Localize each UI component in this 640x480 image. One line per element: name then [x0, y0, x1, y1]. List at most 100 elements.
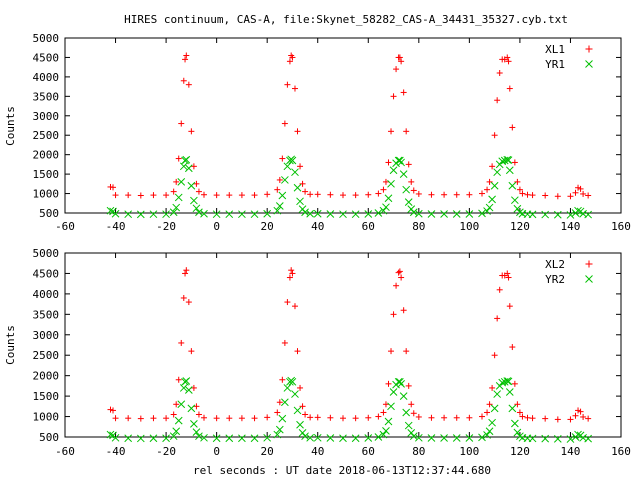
data-point — [294, 348, 301, 355]
data-point — [400, 89, 407, 96]
data-point — [238, 415, 245, 422]
data-point — [566, 435, 575, 443]
data-point — [365, 414, 372, 421]
data-point — [279, 155, 286, 162]
data-point — [479, 413, 485, 420]
data-point — [511, 419, 519, 428]
data-point — [585, 415, 592, 422]
data-point — [409, 208, 418, 217]
data-point — [163, 415, 170, 422]
data-point — [389, 166, 398, 175]
data-point — [314, 414, 321, 421]
x-tick-label: 140 — [561, 220, 581, 233]
data-point — [403, 348, 410, 355]
x-tick-label: 140 — [561, 445, 581, 458]
data-point — [313, 433, 322, 442]
data-point — [175, 155, 182, 162]
data-point — [397, 158, 405, 167]
data-point — [289, 270, 296, 277]
data-point — [283, 162, 292, 171]
data-point — [390, 311, 397, 318]
data-point — [301, 208, 309, 217]
data-point — [212, 434, 221, 443]
x-tick-label: 20 — [261, 445, 274, 458]
data-point — [399, 170, 408, 178]
series-xl2 — [107, 267, 592, 423]
legend-label: XL1 — [545, 43, 565, 56]
data-point — [293, 406, 302, 415]
data-point — [195, 208, 203, 217]
x-axis-label: rel seconds : UT date 2018-06-13T12:37:4… — [193, 464, 491, 477]
data-point — [491, 352, 498, 359]
data-point — [402, 408, 411, 417]
data-point — [504, 377, 513, 386]
data-point — [174, 193, 183, 202]
data-point — [302, 411, 309, 418]
data-point — [177, 400, 186, 409]
data-point — [503, 155, 512, 164]
data-point — [524, 191, 531, 198]
data-point — [364, 210, 373, 218]
data-point — [163, 192, 170, 199]
y-tick-label: 2000 — [33, 149, 60, 162]
data-point — [291, 390, 299, 398]
data-point — [195, 411, 202, 418]
data-point — [174, 416, 183, 425]
y-tick-label: 1000 — [33, 411, 60, 424]
data-point — [136, 434, 145, 443]
y-tick-label: 1500 — [33, 168, 60, 181]
data-point — [296, 197, 304, 206]
data-point — [299, 180, 306, 187]
data-point — [495, 382, 504, 390]
data-point — [274, 186, 281, 193]
data-point — [106, 430, 115, 439]
data-point — [351, 210, 360, 219]
data-point — [281, 339, 288, 346]
data-point — [291, 85, 298, 92]
data-point — [466, 191, 473, 198]
data-point — [182, 155, 191, 164]
data-point — [478, 209, 486, 218]
chart-panel-top: Counts -60 -40 -20 0 20 40 60 80 100 120 140 160 500… — [4, 32, 631, 233]
data-point — [195, 432, 203, 441]
data-point — [283, 384, 292, 392]
data-point — [273, 206, 282, 215]
legend-label: XL2 — [545, 258, 565, 271]
data-point — [150, 415, 157, 422]
data-point — [405, 161, 412, 168]
data-point — [274, 409, 281, 416]
data-point — [404, 198, 413, 206]
legend-label: YR1 — [545, 58, 565, 71]
data-point — [575, 184, 582, 191]
x-tick-label: 60 — [362, 445, 375, 458]
data-point — [453, 414, 460, 421]
data-point — [529, 192, 536, 199]
data-point — [541, 210, 550, 219]
data-point — [452, 434, 461, 442]
data-point — [505, 274, 512, 281]
data-point — [393, 282, 400, 289]
data-point — [485, 427, 494, 436]
data-point — [493, 390, 502, 398]
y-tick-label: 4000 — [33, 71, 60, 84]
data-point — [508, 404, 517, 413]
data-point — [452, 210, 461, 218]
data-point — [382, 401, 389, 408]
data-point — [288, 377, 297, 386]
data-point — [281, 176, 289, 184]
y-tick-label: 3500 — [33, 90, 60, 103]
data-point — [281, 120, 288, 127]
data-point — [441, 191, 448, 198]
data-point — [238, 192, 245, 199]
data-point — [263, 433, 272, 442]
data-point — [465, 210, 474, 218]
x-tick-label: 40 — [311, 445, 324, 458]
data-point — [408, 178, 415, 185]
data-point — [575, 407, 582, 414]
legend-marker — [585, 60, 593, 68]
data-point — [169, 208, 178, 217]
data-point — [529, 415, 536, 422]
data-point — [504, 270, 511, 277]
data-point — [506, 303, 513, 310]
data-point — [327, 414, 334, 421]
